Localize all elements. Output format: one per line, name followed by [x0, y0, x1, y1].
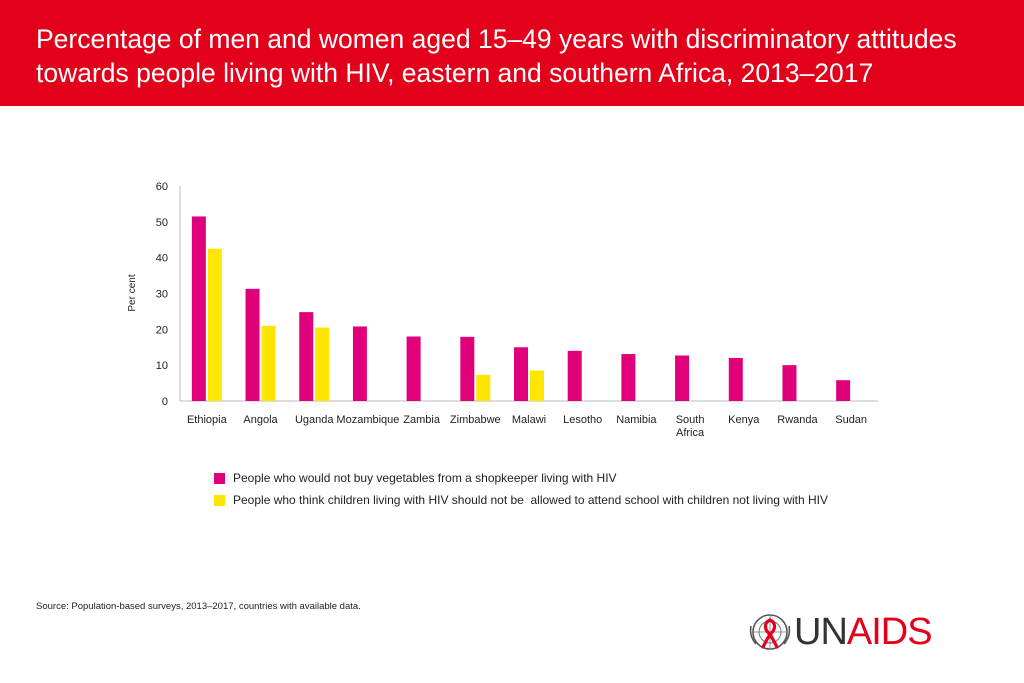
unaids-logo: UNAIDS [748, 610, 948, 654]
bar-series-1-rwanda [782, 365, 797, 401]
bar-series-1-angola [245, 288, 260, 401]
x-tick-label: Rwanda [777, 414, 818, 426]
y-tick-label: 10 [156, 360, 168, 372]
bar-series-1-south-africa [675, 355, 690, 401]
bar-series-2-angola [261, 325, 276, 401]
y-tick-label: 50 [156, 217, 168, 229]
bar-series-1-sudan [836, 380, 851, 401]
x-tick-label: Zambia [403, 414, 441, 426]
x-tick-label: Uganda [295, 414, 334, 426]
source-text: Population-based surveys, 2013–2017, cou… [71, 601, 361, 612]
chart-legend: People who would not buy vegetables from… [214, 467, 828, 511]
legend-swatch-series-1 [214, 472, 225, 484]
bar-series-2-ethiopia [207, 248, 222, 401]
title-banner: Percentage of men and women aged 15–49 y… [0, 0, 1024, 106]
x-tick-label: Zimbabwe [450, 414, 501, 426]
y-axis-label: Per cent [127, 274, 138, 311]
legend-label-series-1: People who would not buy vegetables from… [233, 471, 617, 485]
x-tick-label: Malawi [512, 414, 546, 426]
bar-series-1-zimbabwe [460, 336, 475, 401]
y-tick-label: 0 [162, 396, 168, 408]
logo-text-aids: AIDS [846, 611, 933, 653]
y-tick-label: 60 [156, 181, 168, 193]
x-tick-label: Sudan [835, 414, 867, 426]
logo-text-un: UN [794, 611, 848, 653]
x-tick-label: Kenya [728, 414, 760, 426]
y-tick-label: 40 [156, 253, 168, 265]
x-tick-label: Angola [243, 414, 278, 426]
bar-series-1-mozambique [352, 326, 367, 401]
bar-series-1-namibia [621, 354, 636, 401]
source-label: Source: [36, 601, 69, 612]
bar-series-1-uganda [299, 312, 314, 401]
bar-series-2-uganda [315, 327, 330, 401]
y-tick-label: 30 [156, 289, 168, 301]
x-tick-label: Namibia [616, 414, 657, 426]
legend-label-series-2: People who think children living with HI… [233, 493, 828, 507]
un-emblem-ribbon-icon [749, 614, 791, 650]
bar-series-1-kenya [728, 358, 743, 401]
bar-series-2-malawi [530, 370, 544, 401]
x-tick-label: Lesotho [563, 414, 602, 426]
source-note: Source: Population-based surveys, 2013–2… [36, 601, 361, 612]
page-title: Percentage of men and women aged 15–49 y… [36, 24, 957, 88]
bar-series-1-malawi [514, 347, 528, 401]
bar-series-1-zambia [406, 336, 421, 401]
bar-series-1-ethiopia [191, 216, 206, 401]
legend-item-series-2: People who think children living with HI… [214, 489, 828, 511]
x-tick-label: Mozambique [336, 414, 399, 426]
legend-item-series-1: People who would not buy vegetables from… [214, 467, 828, 489]
legend-swatch-series-2 [214, 494, 225, 506]
bar-series-2-zimbabwe [476, 374, 491, 401]
bar-chart: 0 10 20 30 40 50 60 Per cent Ethiopia Angola Ugand… [127, 181, 878, 439]
y-tick-label: 20 [156, 324, 168, 336]
bar-series-1-lesotho [567, 350, 582, 401]
x-tick-label: Ethiopia [187, 414, 228, 426]
x-tick-label: South Africa [676, 414, 705, 439]
